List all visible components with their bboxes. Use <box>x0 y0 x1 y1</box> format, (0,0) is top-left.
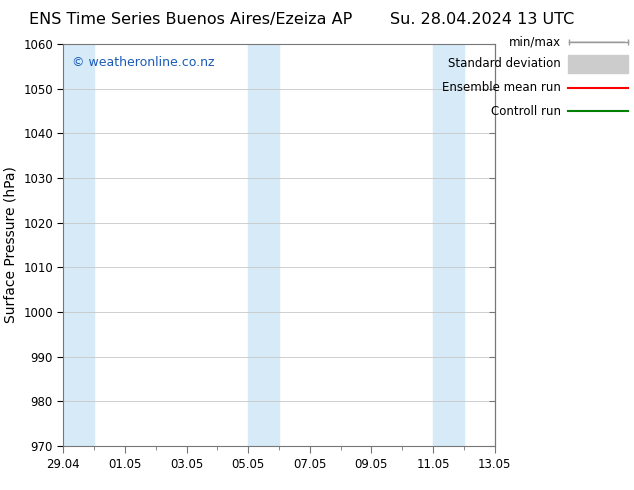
Text: Ensemble mean run: Ensemble mean run <box>443 81 561 94</box>
Text: Su. 28.04.2024 13 UTC: Su. 28.04.2024 13 UTC <box>390 12 574 27</box>
Text: © weatheronline.co.nz: © weatheronline.co.nz <box>72 56 214 69</box>
Text: Standard deviation: Standard deviation <box>448 57 561 71</box>
Y-axis label: Surface Pressure (hPa): Surface Pressure (hPa) <box>4 167 18 323</box>
Bar <box>433 44 463 446</box>
Bar <box>63 44 94 446</box>
Text: Controll run: Controll run <box>491 105 561 118</box>
Bar <box>248 44 279 446</box>
Text: ENS Time Series Buenos Aires/Ezeiza AP: ENS Time Series Buenos Aires/Ezeiza AP <box>29 12 352 27</box>
Text: min/max: min/max <box>509 36 561 49</box>
